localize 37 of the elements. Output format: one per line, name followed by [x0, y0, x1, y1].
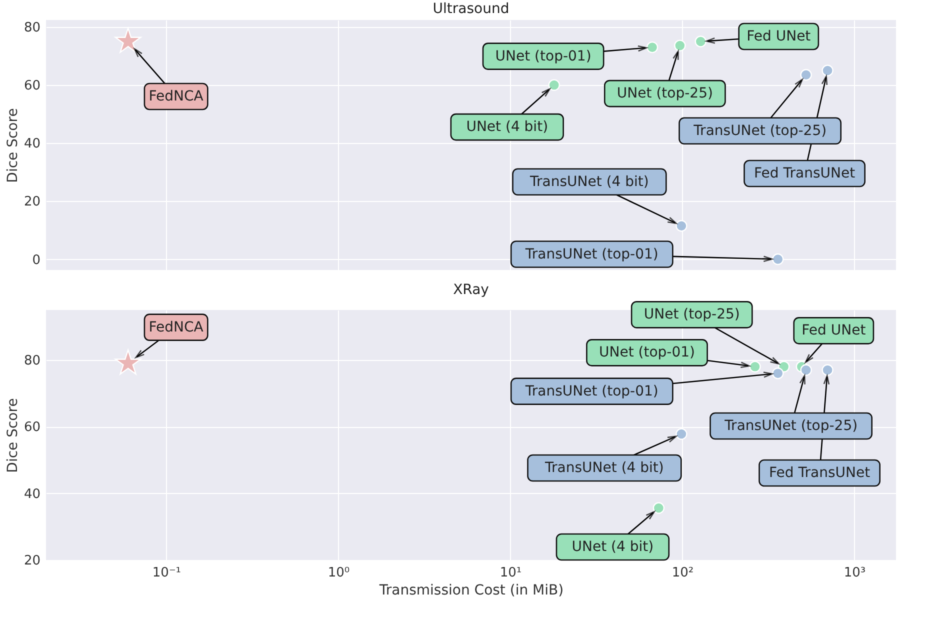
y-tick-label: 80 — [24, 20, 40, 36]
text: TransUNet (top-25) — [692, 122, 827, 139]
y-tick-label: 60 — [24, 420, 40, 436]
x-tick-label: 10⁻¹ — [152, 566, 182, 580]
x-axis-title: Transmission Cost (in MiB) — [378, 582, 564, 598]
y-axis-title: Dice Score — [4, 108, 21, 183]
text: TransUNet (top-01) — [524, 383, 658, 400]
text: UNet (top-01) — [495, 48, 592, 64]
y-axis-title: Dice Score — [4, 398, 21, 473]
text: TransUNet (4 bit) — [529, 174, 649, 190]
text: UNet (top-25) — [644, 306, 740, 323]
text: UNet (top-01) — [598, 344, 696, 361]
text: Fed TransUNet — [754, 166, 856, 182]
text: UNet (top-25) — [616, 86, 713, 102]
text: Fed UNet — [746, 28, 812, 44]
text: FedNCA — [148, 88, 204, 104]
text: Fed TransUNet — [769, 465, 871, 481]
y-tick-label: 20 — [24, 554, 40, 568]
chart-title: Ultrasound — [432, 1, 510, 17]
x-tick-label: 10² — [672, 566, 694, 580]
y-tick-label: 40 — [24, 136, 40, 152]
y-tick-label: 60 — [24, 78, 40, 94]
series-label: UNet (4 bit) — [572, 539, 654, 555]
x-tick-label: 10¹ — [500, 566, 522, 580]
text: TransUNet (top-01) — [524, 246, 658, 262]
x-tick-label: 10³ — [844, 566, 866, 580]
y-tick-label: 20 — [24, 194, 40, 210]
series-label: TransUNet (4 bit) — [544, 460, 664, 476]
series-label: FedNCA — [148, 319, 204, 336]
y-tick-label: 40 — [24, 486, 40, 502]
text: UNet (4 bit) — [466, 119, 548, 136]
x-tick-label: 10⁰ — [328, 566, 350, 580]
text: TransUNet (top-25) — [724, 418, 858, 434]
series-label: Fed UNet — [802, 322, 866, 339]
chart-title: XRay — [453, 282, 489, 298]
y-tick-label: 80 — [24, 354, 40, 368]
y-tick-label: 0 — [32, 252, 40, 268]
